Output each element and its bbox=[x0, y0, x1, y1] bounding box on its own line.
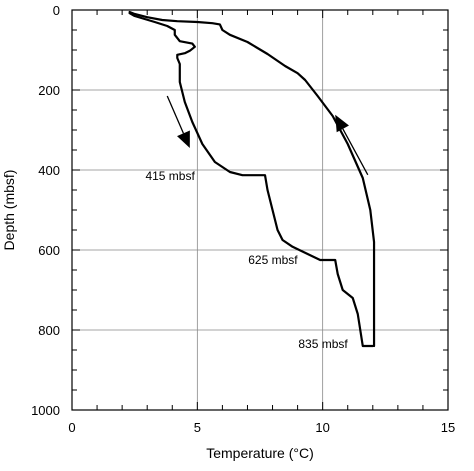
y-tick-label: 200 bbox=[38, 83, 60, 98]
y-tick-label: 1000 bbox=[31, 403, 60, 418]
depth-annotation: 835 mbsf bbox=[298, 337, 348, 351]
minor-ticks bbox=[71, 9, 449, 411]
x-tick-label: 10 bbox=[315, 420, 329, 435]
y-tick-label: 0 bbox=[53, 3, 60, 18]
temperature-profile-line-2 bbox=[128, 12, 374, 348]
y-tick-label: 400 bbox=[38, 163, 60, 178]
y-tick-labels: 0 200 400 600 800 1000 bbox=[31, 3, 60, 418]
temperature-profile-line-1 bbox=[128, 10, 376, 348]
direction-arrow-shaft-1 bbox=[166, 95, 185, 134]
direction-arrow-head-1 bbox=[177, 130, 190, 148]
x-tick-label: 5 bbox=[194, 420, 201, 435]
x-tick-label: 0 bbox=[68, 420, 75, 435]
depth-annotation: 415 mbsf bbox=[145, 169, 195, 183]
y-axis-title: Depth (mbsf) bbox=[1, 170, 17, 251]
direction-arrows bbox=[166, 95, 369, 176]
plot-frame bbox=[71, 9, 449, 411]
grid-lines bbox=[72, 10, 448, 410]
x-tick-labels: 0 5 10 15 bbox=[68, 420, 455, 435]
x-tick-label: 15 bbox=[441, 420, 455, 435]
annotations: 415 mbsf 625 mbsf 835 mbsf bbox=[145, 169, 348, 351]
data-series bbox=[128, 10, 376, 348]
direction-arrow-shaft-2 bbox=[342, 128, 369, 176]
y-tick-label: 600 bbox=[38, 243, 60, 258]
y-tick-label: 800 bbox=[38, 323, 60, 338]
direction-arrow-head-2 bbox=[335, 114, 349, 133]
depth-annotation: 625 mbsf bbox=[248, 253, 298, 267]
x-axis-title: Temperature (°C) bbox=[206, 445, 314, 461]
